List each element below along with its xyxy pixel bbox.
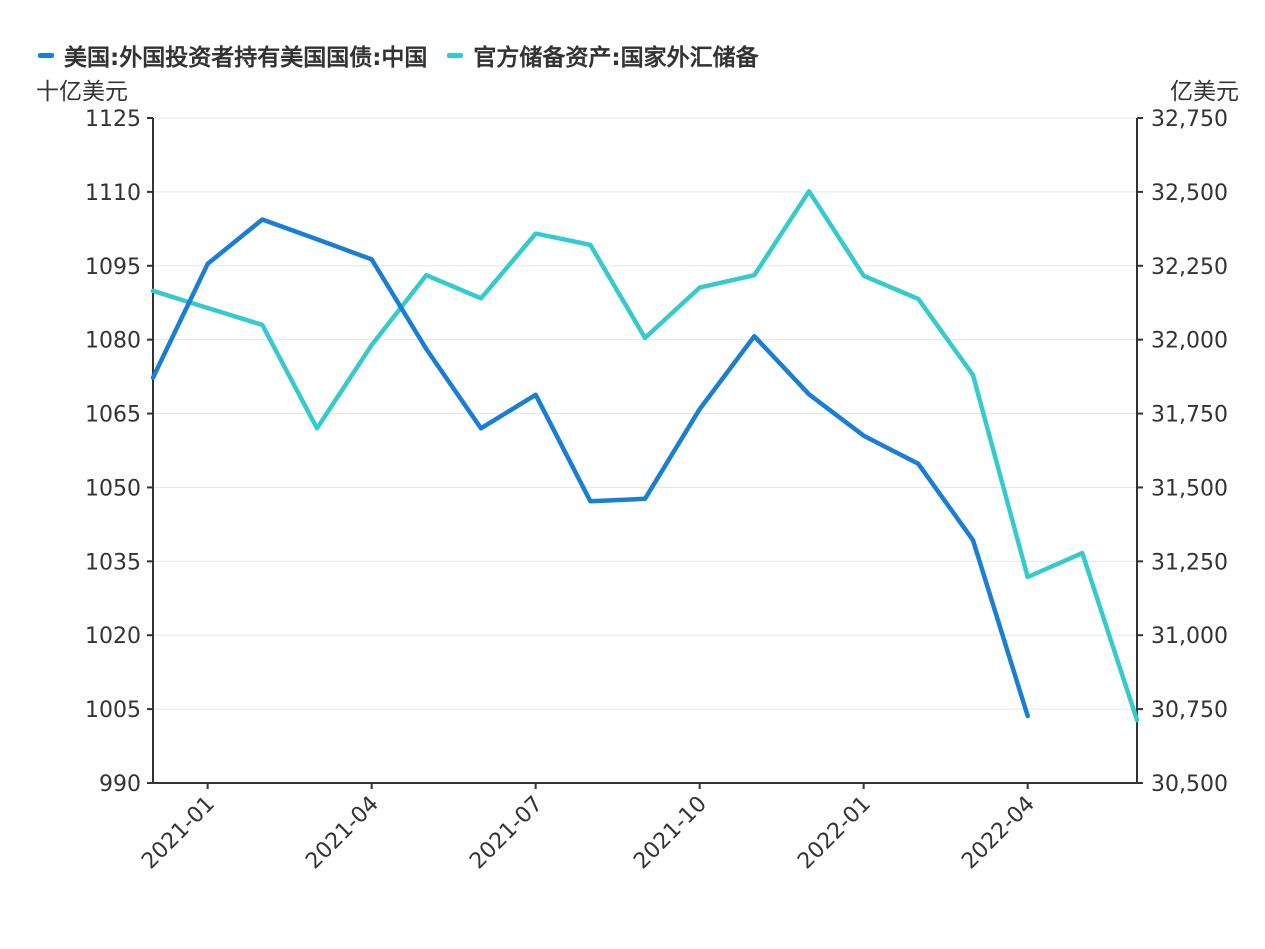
legend-label-series-1: 美国:外国投资者持有美国国债:中国 bbox=[64, 45, 428, 71]
left-axis-unit-label: 十亿美元 bbox=[36, 79, 128, 105]
right-axis-tick-label: 31,500 bbox=[1151, 476, 1228, 501]
x-axis-tick-label: 2021-04 bbox=[301, 792, 384, 875]
x-axis-tick-label: 2022-04 bbox=[957, 792, 1040, 875]
x-axis-tick-label: 2022-01 bbox=[793, 792, 876, 875]
legend-item-series-1[interactable]: 美国:外国投资者持有美国国债:中国 bbox=[38, 38, 427, 72]
left-axis-tick-label: 1020 bbox=[85, 624, 141, 649]
left-axis-tick-label: 1095 bbox=[85, 255, 141, 280]
right-axis-tick-label: 32,750 bbox=[1151, 107, 1228, 132]
right-axis-tick-label: 30,750 bbox=[1151, 698, 1228, 723]
series-line-fx-reserves bbox=[150, 189, 1140, 723]
legend-item-series-2[interactable]: 官方储备资产:国家外汇储备 bbox=[447, 38, 759, 72]
x-axis-tick-label: 2021-07 bbox=[465, 792, 548, 875]
x-axis-tick-label: 2021-10 bbox=[629, 792, 712, 875]
left-axis-tick-label: 1035 bbox=[85, 550, 141, 575]
right-axis-tick-label: 32,250 bbox=[1151, 255, 1228, 280]
chart-legend: 美国:外国投资者持有美国国债:中国 官方储备资产:国家外汇储备 bbox=[38, 38, 779, 72]
left-axis-tick-label: 1065 bbox=[85, 403, 141, 428]
x-axis-tick-label: 2021-01 bbox=[137, 792, 220, 875]
right-axis-tick-label: 31,250 bbox=[1151, 550, 1228, 575]
left-axis-tick-label: 1050 bbox=[85, 476, 141, 501]
series-line-china-treasury-holdings bbox=[150, 217, 1030, 719]
right-axis-tick-label: 31,750 bbox=[1151, 403, 1228, 428]
right-axis-unit-label: 亿美元 bbox=[1170, 79, 1239, 105]
right-axis-tick-label: 32,500 bbox=[1151, 181, 1228, 206]
legend-label-series-2: 官方储备资产:国家外汇储备 bbox=[473, 45, 759, 71]
left-axis-tick-label: 1125 bbox=[85, 107, 141, 132]
legend-swatch-series-1 bbox=[38, 52, 54, 58]
left-axis-tick-label: 990 bbox=[99, 772, 141, 797]
left-axis-tick-label: 1110 bbox=[85, 181, 141, 206]
legend-swatch-series-2 bbox=[447, 52, 464, 58]
right-axis-tick-label: 32,000 bbox=[1151, 329, 1228, 354]
left-axis-tick-label: 1005 bbox=[85, 698, 141, 723]
right-axis-tick-label: 31,000 bbox=[1151, 624, 1228, 649]
left-axis-tick-label: 1080 bbox=[85, 329, 141, 354]
right-axis-tick-label: 30,500 bbox=[1151, 772, 1228, 797]
